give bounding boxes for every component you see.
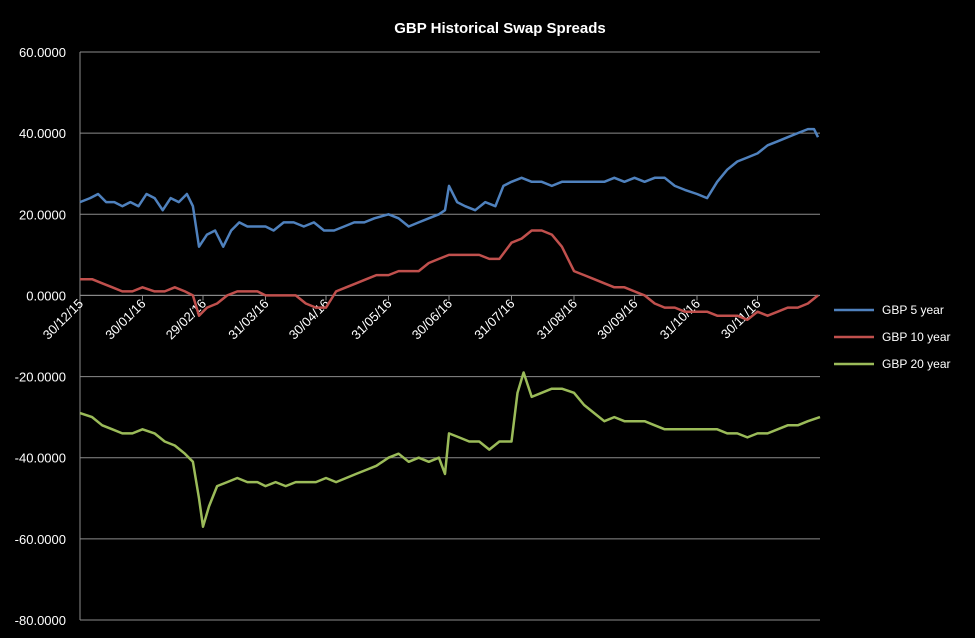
y-tick-label: -60.0000 — [15, 532, 66, 547]
x-tick-label: 29/02/16 — [163, 296, 209, 342]
series-lines — [79, 127, 821, 528]
y-tick-label: -80.0000 — [15, 613, 66, 628]
y-axis: 60.0000 40.0000 20.0000 0.0000 -20.0000 -40.0… — [15, 45, 81, 628]
x-tick-label: 30/04/16 — [286, 296, 332, 342]
x-tick-label: 30/09/16 — [594, 296, 640, 342]
gridlines — [80, 51, 820, 621]
series-line — [79, 371, 821, 528]
x-tick-label: 30/11/16 — [718, 296, 764, 342]
x-axis: 30/12/15 30/01/16 29/02/16 31/03/16 30/04/16… — [40, 294, 820, 342]
y-tick-label: 40.0000 — [19, 126, 66, 141]
y-tick-label: 60.0000 — [19, 45, 66, 60]
y-tick-label: -40.0000 — [15, 451, 66, 466]
x-tick-label: 31/08/16 — [534, 296, 580, 342]
legend-label: GBP 5 year — [882, 303, 944, 317]
x-tick-label: 31/03/16 — [225, 296, 271, 342]
y-tick-label: 0.0000 — [26, 288, 66, 303]
y-tick-label: -20.0000 — [15, 370, 66, 385]
x-tick-label: 30/06/16 — [409, 296, 455, 342]
legend: GBP 5 year GBP 10 year GBP 20 year — [834, 303, 950, 371]
series-line — [79, 127, 820, 248]
legend-label: GBP 10 year — [882, 330, 950, 344]
y-tick-label: 20.0000 — [19, 207, 66, 222]
x-tick-label: 31/05/16 — [348, 296, 394, 342]
chart-title: GBP Historical Swap Spreads — [394, 20, 605, 37]
legend-label: GBP 20 year — [882, 357, 950, 371]
x-tick-label: 31/10/16 — [657, 296, 703, 342]
x-tick-label: 31/07/16 — [471, 296, 517, 342]
series-line — [80, 229, 819, 322]
x-tick-label: 30/01/16 — [102, 296, 148, 342]
